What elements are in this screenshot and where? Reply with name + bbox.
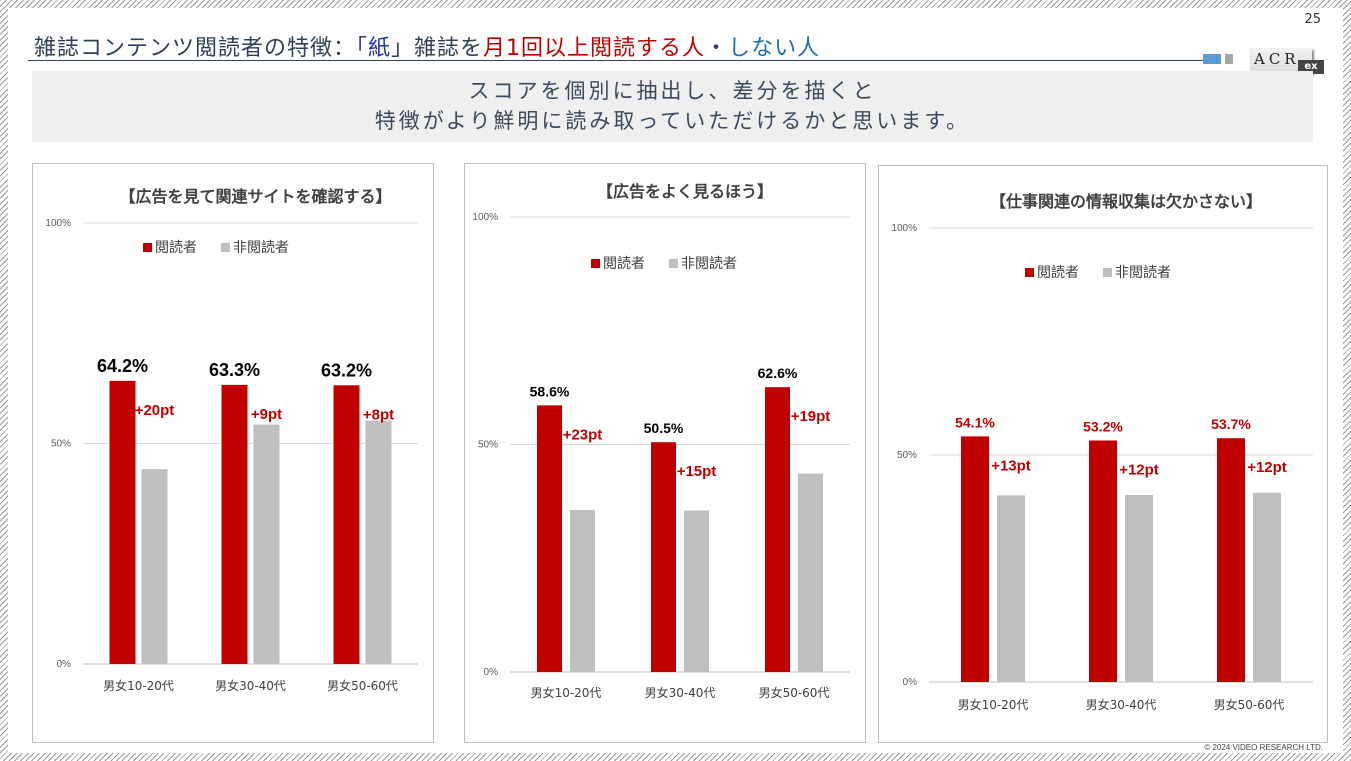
bar-reader: [651, 442, 676, 672]
bar-nonreader: [798, 473, 823, 672]
diff-label: +15pt: [677, 463, 717, 480]
value-label: 53.7%: [1211, 416, 1251, 432]
bar-reader: [109, 380, 136, 664]
chart-title: 【広告を見て関連サイトを確認する】: [119, 187, 391, 206]
value-label: 63.2%: [321, 360, 372, 380]
chart-panel-ad-site-check: 【広告を見て関連サイトを確認する】 0% 50% 100% 閲読者 非閲読者 64.2% +2…: [32, 163, 434, 743]
legend-label-readers: 閲読者: [603, 255, 645, 272]
bar-reader: [1217, 438, 1245, 682]
category-label: 男女50-60代: [327, 678, 398, 693]
bar-nonreader: [1253, 492, 1281, 682]
legend-swatch-nonreaders: [221, 243, 230, 252]
category-label: 男女30-40代: [215, 678, 286, 693]
legend-label-readers: 閲読者: [155, 239, 197, 256]
chart-work-info: 【仕事関連の情報収集は欠かさない】 0% 50% 100% 閲読者 非閲読者 54.1% +1…: [891, 192, 1313, 712]
page-number: 25: [1304, 12, 1321, 27]
legend-swatch-nonreaders: [1103, 268, 1112, 277]
y-tick-label: 0%: [903, 677, 918, 688]
bar-reader: [537, 405, 562, 672]
lead-line-2: 特徴がより鮮明に読み取っていただけるかと思います。: [374, 109, 971, 133]
y-tick-label: 100%: [45, 218, 71, 229]
y-tick-label: 0%: [57, 659, 72, 670]
bar-nonreader: [570, 510, 595, 672]
lead-message: スコアを個別に抽出し、差分を描くと 特徴がより鮮明に読み取っていただけるかと思い…: [32, 71, 1313, 142]
category-label: 男女50-60代: [1214, 697, 1285, 712]
lead-line-1: スコアを個別に抽出し、差分を描くと: [468, 79, 877, 103]
category-label: 男女10-20代: [103, 678, 174, 693]
diff-label: +19pt: [791, 408, 831, 425]
acr-logo-ex: ex: [1298, 60, 1324, 74]
bar-reader: [765, 387, 790, 672]
chart-ad-site-check: 【広告を見て関連サイトを確認する】 0% 50% 100% 閲読者 非閲読者 64.2% +2…: [45, 187, 418, 693]
category-label: 男女30-40代: [645, 685, 716, 700]
bar-reader: [333, 385, 360, 664]
diff-label: +8pt: [363, 406, 394, 423]
category-label: 男女10-20代: [531, 685, 602, 700]
value-label: 54.1%: [955, 414, 995, 430]
y-tick-label: 50%: [51, 439, 71, 450]
bar-reader: [1089, 440, 1117, 682]
bar-reader: [961, 436, 989, 682]
title-paper: 紙: [368, 36, 392, 61]
legend-swatch-readers: [143, 243, 152, 252]
title-sep: ・: [705, 36, 729, 61]
legend-swatch-readers: [591, 259, 600, 268]
diff-label: +20pt: [135, 402, 175, 419]
diff-label: +12pt: [1247, 459, 1287, 476]
legend-label-nonreaders: 非閲読者: [233, 239, 289, 256]
bar-nonreader: [684, 510, 709, 672]
title-readers: 月1回以上閲読する人: [483, 36, 706, 61]
y-tick-label: 100%: [472, 212, 498, 223]
title-nonreaders: しない人: [728, 36, 821, 61]
legend-label-nonreaders: 非閲読者: [681, 255, 737, 272]
bar-nonreader: [253, 424, 280, 664]
diff-label: +9pt: [251, 406, 282, 423]
logo-accent-blue: [1203, 54, 1221, 64]
y-tick-label: 50%: [478, 440, 498, 451]
slide: 25 雑誌コンテンツ閲読者の特徴：「紙」雑誌を月1回以上閲読する人・しない人 A…: [8, 8, 1343, 753]
bar-nonreader: [1125, 494, 1153, 682]
copyright: © 2024 VIDEO RESEARCH LTD.: [1204, 743, 1323, 752]
category-label: 男女30-40代: [1086, 697, 1157, 712]
chart-ad-attention: 【広告をよく見るほう】 0% 50% 100% 閲読者 非閲読者 58.6% +23pt 男女1…: [472, 182, 850, 700]
title-part2: 」雑誌を: [391, 36, 484, 61]
y-tick-label: 50%: [897, 450, 917, 461]
logo-accent-grey: [1225, 54, 1233, 64]
category-label: 男女50-60代: [759, 685, 830, 700]
legend-swatch-readers: [1025, 268, 1034, 277]
value-label: 63.3%: [209, 360, 260, 380]
value-label: 53.2%: [1083, 418, 1123, 434]
value-label: 58.6%: [530, 383, 570, 399]
chart-title: 【広告をよく見るほう】: [597, 182, 773, 201]
legend-label-nonreaders: 非閲読者: [1115, 264, 1171, 281]
title-part1: 雑誌コンテンツ閲読者の特徴：「: [34, 36, 369, 61]
chart-title: 【仕事関連の情報収集は欠かさない】: [990, 192, 1262, 211]
bar-reader: [221, 384, 248, 664]
diff-label: +12pt: [1119, 461, 1159, 478]
bar-nonreader: [365, 420, 392, 664]
diff-label: +13pt: [991, 457, 1031, 474]
value-label: 64.2%: [97, 356, 148, 376]
y-tick-label: 0%: [484, 667, 499, 678]
page-title: 雑誌コンテンツ閲読者の特徴：「紙」雑誌を月1回以上閲読する人・しない人: [34, 30, 820, 62]
chart-panel-work-info: 【仕事関連の情報収集は欠かさない】 0% 50% 100% 閲読者 非閲読者 54.1% +1…: [878, 165, 1328, 743]
legend-swatch-nonreaders: [669, 259, 678, 268]
bar-nonreader: [141, 469, 168, 664]
diff-label: +23pt: [563, 426, 603, 443]
value-label: 62.6%: [758, 365, 798, 381]
bar-nonreader: [997, 495, 1025, 682]
chart-panel-ad-attention: 【広告をよく見るほう】 0% 50% 100% 閲読者 非閲読者 58.6% +23pt 男女1…: [464, 163, 866, 743]
y-tick-label: 100%: [891, 223, 917, 234]
category-label: 男女10-20代: [958, 697, 1029, 712]
legend-label-readers: 閲読者: [1037, 264, 1079, 281]
title-underline: [28, 60, 1208, 61]
value-label: 50.5%: [644, 420, 684, 436]
